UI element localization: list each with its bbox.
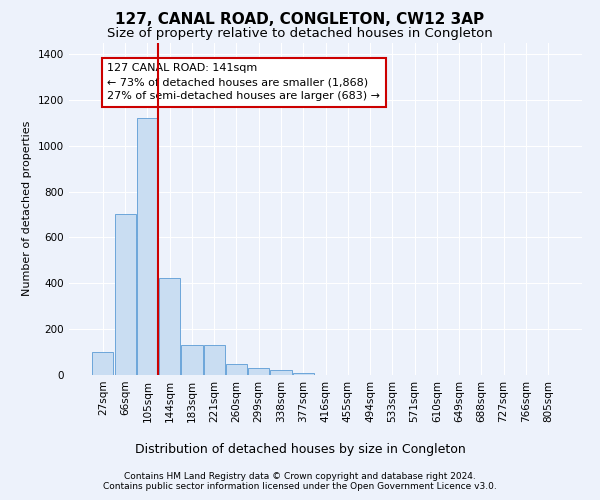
Bar bbox=[226, 364, 247, 375]
Bar bbox=[92, 352, 113, 375]
Text: 127 CANAL ROAD: 141sqm
← 73% of detached houses are smaller (1,868)
27% of semi-: 127 CANAL ROAD: 141sqm ← 73% of detached… bbox=[107, 63, 380, 101]
Bar bbox=[159, 278, 180, 375]
Text: Contains public sector information licensed under the Open Government Licence v3: Contains public sector information licen… bbox=[103, 482, 497, 491]
Bar bbox=[137, 118, 158, 375]
Bar bbox=[115, 214, 136, 375]
Text: Distribution of detached houses by size in Congleton: Distribution of detached houses by size … bbox=[134, 442, 466, 456]
Bar bbox=[203, 345, 225, 375]
Bar bbox=[293, 372, 314, 375]
Bar bbox=[248, 368, 269, 375]
Bar bbox=[271, 370, 292, 375]
Text: Size of property relative to detached houses in Congleton: Size of property relative to detached ho… bbox=[107, 28, 493, 40]
Y-axis label: Number of detached properties: Number of detached properties bbox=[22, 121, 32, 296]
Text: Contains HM Land Registry data © Crown copyright and database right 2024.: Contains HM Land Registry data © Crown c… bbox=[124, 472, 476, 481]
Text: 127, CANAL ROAD, CONGLETON, CW12 3AP: 127, CANAL ROAD, CONGLETON, CW12 3AP bbox=[115, 12, 485, 28]
Bar bbox=[181, 345, 203, 375]
